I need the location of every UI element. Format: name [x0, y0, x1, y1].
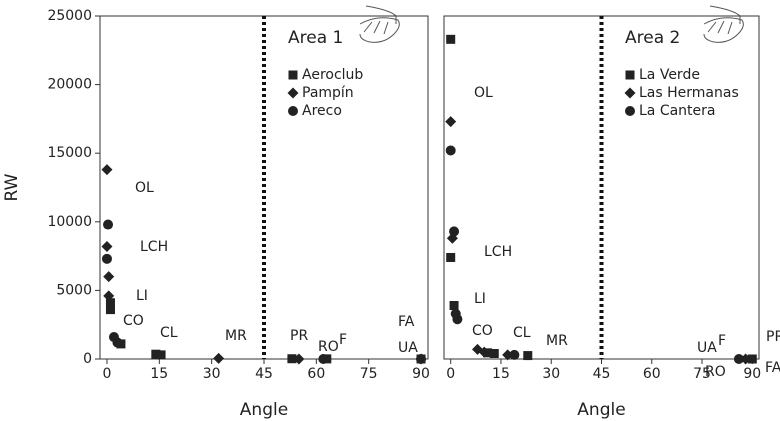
- point: [105, 305, 115, 315]
- x-tick-label: 90: [743, 366, 761, 382]
- legend-label: La Cantera: [639, 103, 716, 119]
- annotation: FA: [765, 360, 780, 376]
- plot-frame: [443, 15, 760, 360]
- annotation: LCH: [140, 239, 168, 255]
- annotation: RO: [705, 364, 726, 380]
- x-tick-label: 0: [103, 366, 112, 382]
- annotation: LCH: [484, 244, 512, 260]
- annotation: F: [339, 332, 347, 348]
- point: [747, 354, 757, 364]
- legend-label: Pampín: [302, 85, 354, 101]
- annotation: UA: [697, 340, 717, 356]
- legend-label: Las Hermanas: [639, 85, 739, 101]
- point: [445, 116, 457, 128]
- point: [151, 349, 161, 359]
- annotation: CO: [123, 313, 144, 329]
- legend-marker: [624, 87, 636, 99]
- x-tick-label: 45: [593, 366, 611, 382]
- y-tick-label: 25000: [47, 8, 92, 24]
- x-tick-label: 30: [542, 366, 560, 382]
- annotation: FA: [398, 314, 415, 330]
- point: [445, 145, 456, 156]
- panel-title: Area 2: [625, 28, 680, 48]
- panel-title: Area 1: [288, 28, 343, 48]
- point: [449, 300, 459, 310]
- point: [287, 354, 297, 364]
- annotation: CO: [472, 323, 493, 339]
- legend-label: Areco: [302, 103, 342, 119]
- x-tick-label: 75: [693, 366, 711, 382]
- annotation: LI: [474, 291, 486, 307]
- point: [112, 337, 123, 348]
- y-axis-label: RW: [2, 173, 22, 201]
- legend-marker: [625, 106, 635, 116]
- annotation: PR: [766, 329, 780, 345]
- annotation: OL: [135, 180, 154, 196]
- x-tick-label: 45: [255, 366, 273, 382]
- point: [478, 346, 490, 358]
- annotation: CL: [513, 325, 531, 341]
- annotation: MR: [546, 333, 568, 349]
- x-tick-label: 15: [492, 366, 510, 382]
- legend-marker: [625, 70, 635, 80]
- annotation: CL: [160, 325, 178, 341]
- x-axis-label: Angle: [577, 400, 625, 420]
- y-tick-label: 20000: [47, 77, 92, 93]
- legend-label: Aeroclub: [302, 67, 363, 83]
- x-tick-label: 60: [307, 366, 325, 382]
- legend-marker: [288, 106, 298, 116]
- x-tick-label: 90: [412, 366, 430, 382]
- annotation: PR: [290, 328, 308, 344]
- y-tick-label: 15000: [47, 145, 92, 161]
- point: [213, 352, 225, 364]
- annotation: LI: [136, 288, 148, 304]
- point: [733, 354, 744, 364]
- point: [318, 354, 329, 364]
- shrimp-icon: [359, 5, 744, 43]
- point: [103, 290, 115, 302]
- point: [103, 219, 114, 230]
- point: [101, 164, 113, 176]
- legend-marker: [288, 70, 298, 80]
- x-tick-label: 0: [446, 366, 455, 382]
- point: [446, 252, 456, 262]
- annotation: MR: [225, 328, 247, 344]
- point: [103, 271, 115, 283]
- point: [452, 314, 463, 325]
- point: [449, 226, 460, 237]
- point: [101, 240, 113, 252]
- point: [156, 350, 166, 360]
- point: [293, 353, 305, 365]
- annotation: F: [718, 333, 726, 349]
- point: [509, 349, 520, 360]
- x-axis-label: Angle: [240, 400, 288, 420]
- point: [489, 349, 499, 359]
- x-tick-label: 75: [360, 366, 378, 382]
- annotation: UA: [398, 340, 418, 356]
- y-tick-label: 5000: [56, 282, 92, 298]
- point: [416, 354, 427, 364]
- annotation: OL: [474, 85, 493, 101]
- x-tick-label: 15: [150, 366, 168, 382]
- point: [446, 34, 456, 44]
- legend-label: La Verde: [639, 67, 700, 83]
- y-tick-label: 10000: [47, 214, 92, 230]
- annotation: RO: [318, 339, 339, 355]
- point: [523, 351, 533, 361]
- legend-marker: [287, 87, 299, 99]
- point: [105, 298, 115, 308]
- y-tick-label: 0: [83, 351, 92, 367]
- x-tick-label: 30: [203, 366, 221, 382]
- point: [101, 253, 112, 264]
- x-tick-label: 60: [643, 366, 661, 382]
